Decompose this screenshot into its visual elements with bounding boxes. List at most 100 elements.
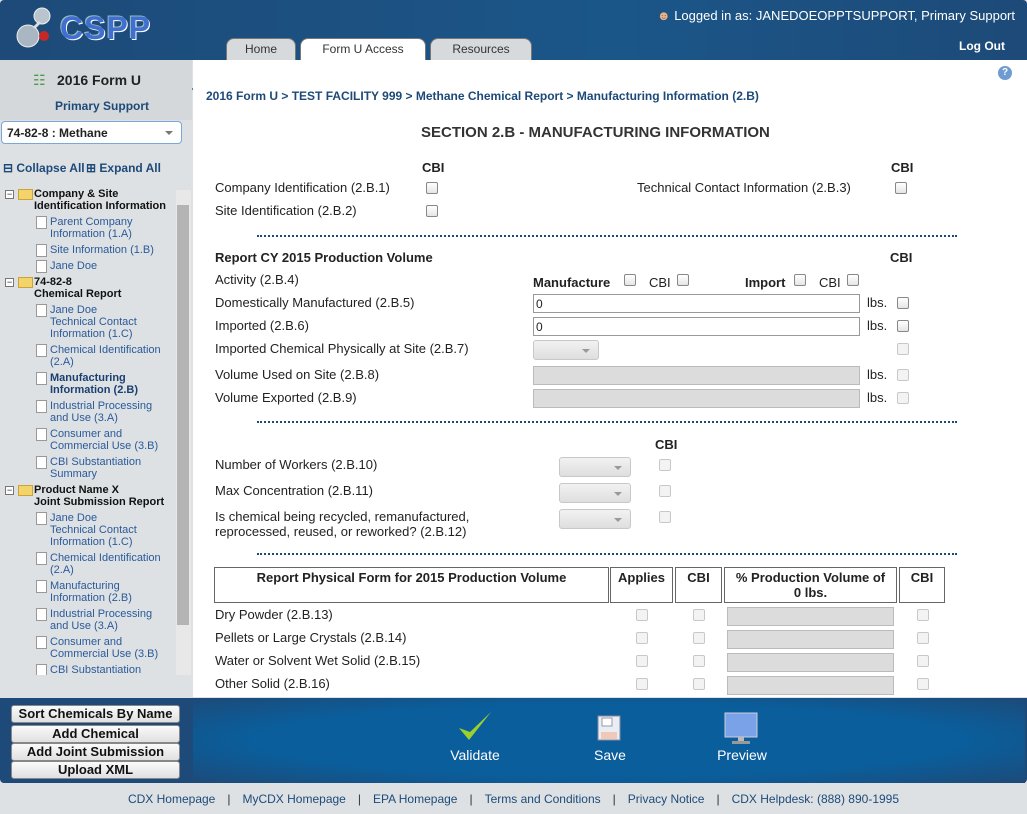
applies-checkbox[interactable]	[636, 678, 648, 690]
recycled-select[interactable]	[559, 509, 631, 529]
applies-checkbox[interactable]	[636, 655, 648, 667]
tree-folder[interactable]: Product Name X Joint Submission Report	[34, 484, 165, 508]
cbi-checkbox[interactable]	[693, 655, 705, 667]
collapse-node-icon[interactable]: −	[5, 277, 14, 287]
max-conc-cbi-checkbox[interactable]	[659, 485, 671, 497]
manufacture-label: Manufacture	[533, 275, 611, 290]
tree-item[interactable]: Manufacturing Information (2.B)	[50, 372, 138, 396]
scrollbar-thumb[interactable]	[177, 205, 189, 625]
company-id-cbi-checkbox[interactable]	[426, 182, 438, 194]
percent-volume-input[interactable]	[727, 676, 894, 695]
footer-link[interactable]: CDX Homepage	[127, 792, 216, 806]
imported-input[interactable]: 0	[533, 317, 860, 336]
workers-cbi-checkbox[interactable]	[659, 459, 671, 471]
vol-exported-cbi-checkbox[interactable]	[897, 392, 909, 404]
percent-volume-input[interactable]	[727, 607, 894, 626]
percent-cbi-checkbox[interactable]	[917, 609, 929, 621]
tree-folder[interactable]: Company & Site Identification Informatio…	[34, 188, 166, 212]
percent-cbi-checkbox[interactable]	[917, 655, 929, 667]
collapse-node-icon[interactable]: −	[5, 189, 14, 199]
tree-item[interactable]: Industrial Processing and Use (3.A)	[50, 400, 153, 424]
manufacture-checkbox[interactable]	[624, 274, 636, 286]
footer-link[interactable]: Terms and Conditions	[484, 792, 601, 806]
save-button[interactable]: Save	[580, 710, 640, 770]
logout-link[interactable]: Log Out	[959, 39, 1005, 53]
cbi-checkbox[interactable]	[693, 678, 705, 690]
divider	[257, 235, 957, 237]
document-icon	[36, 580, 47, 593]
site-id-cbi-checkbox[interactable]	[426, 205, 438, 217]
import-label: Import	[745, 275, 786, 290]
help-icon[interactable]: ?	[998, 66, 1012, 80]
imported-at-site-select[interactable]	[533, 340, 599, 360]
tab-form-u-access[interactable]: Form U Access	[300, 38, 426, 60]
footer-link[interactable]: MyCDX Homepage	[242, 792, 346, 806]
upload-xml-button[interactable]: Upload XML	[11, 761, 180, 779]
tech-contact-cbi-checkbox[interactable]	[895, 182, 907, 194]
cspp-logo-icon	[16, 7, 51, 48]
chevron-down-icon	[165, 131, 173, 139]
tree-item[interactable]: CBI Substantiation	[50, 664, 142, 675]
collapse-node-icon[interactable]: −	[5, 485, 14, 495]
company-id-label: Company Identification (2.B.1)	[215, 180, 390, 195]
vol-used-input[interactable]	[533, 366, 860, 385]
document-icon	[36, 244, 47, 257]
tree-item[interactable]: Jane Doe Technical Contact Information (…	[50, 512, 137, 548]
applies-checkbox[interactable]	[636, 632, 648, 644]
sort-chemicals-button[interactable]: Sort Chemicals By Name	[11, 705, 180, 723]
footer-link[interactable]: EPA Homepage	[372, 792, 458, 806]
validate-button[interactable]: Validate	[445, 710, 505, 770]
cbi-header: CBI	[655, 437, 678, 452]
tree-item[interactable]: Consumer and Commercial Use (3.B)	[50, 636, 159, 660]
cbi-checkbox[interactable]	[693, 609, 705, 621]
imported-at-site-cbi-checkbox[interactable]	[897, 343, 909, 355]
collapse-all-link[interactable]: ⊟ Collapse All	[3, 161, 85, 175]
tree-item[interactable]: Consumer and Commercial Use (3.B)	[50, 428, 159, 452]
imported-cbi-checkbox[interactable]	[897, 320, 909, 332]
tab-home[interactable]: Home	[226, 38, 296, 60]
import-checkbox[interactable]	[794, 274, 806, 286]
tab-resources[interactable]: Resources	[430, 38, 532, 60]
tree-item[interactable]: Parent Company Information (1.A)	[50, 216, 133, 240]
tree-item[interactable]: Site Information (1.B)	[50, 244, 154, 256]
chemical-select[interactable]: 74-82-8 : Methane	[1, 121, 182, 144]
tree-item[interactable]: Jane Doe Technical Contact Information (…	[50, 304, 137, 340]
separator: |	[612, 792, 616, 806]
percent-cbi-checkbox[interactable]	[917, 632, 929, 644]
import-cbi-checkbox[interactable]	[847, 274, 859, 286]
applies-checkbox[interactable]	[636, 609, 648, 621]
max-conc-select[interactable]	[559, 483, 631, 503]
tree-item[interactable]: CBI Substantiation Summary	[50, 456, 142, 480]
add-joint-submission-button[interactable]: Add Joint Submission	[11, 743, 180, 761]
tree-item[interactable]: Chemical Identification (2.A)	[50, 552, 161, 576]
separator: |	[469, 792, 473, 806]
dom-mfg-input[interactable]: 0	[533, 294, 860, 313]
tree-item[interactable]: Industrial Processing and Use (3.A)	[50, 608, 153, 632]
dom-mfg-cbi-checkbox[interactable]	[897, 297, 909, 309]
tree-item[interactable]: Manufacturing Information (2.B)	[50, 580, 132, 604]
cbi-checkbox[interactable]	[693, 632, 705, 644]
add-chemical-button[interactable]: Add Chemical	[11, 725, 180, 743]
manufacture-cbi-checkbox[interactable]	[677, 274, 689, 286]
logo[interactable]: CSPP	[60, 10, 152, 46]
percent-volume-input[interactable]	[727, 653, 894, 672]
tree-item[interactable]: Jane Doe	[50, 260, 98, 272]
recycled-cbi-checkbox[interactable]	[659, 511, 671, 523]
vol-exported-input[interactable]	[533, 389, 860, 408]
vol-used-cbi-checkbox[interactable]	[897, 369, 909, 381]
applies-header: Applies	[610, 567, 673, 603]
expand-all-link[interactable]: ⊞ Expand All	[86, 161, 161, 175]
max-conc-label: Max Concentration (2.B.11)	[215, 483, 373, 498]
workers-select[interactable]	[559, 457, 631, 477]
manufacture-cbi-label: CBI	[649, 275, 671, 290]
footer-link[interactable]: CDX Helpdesk: (888) 890-1995	[731, 792, 900, 806]
preview-button[interactable]: Preview	[710, 710, 774, 770]
percent-volume-input[interactable]	[727, 630, 894, 649]
tree-scrollbar[interactable]	[176, 190, 191, 675]
footer-link[interactable]: Privacy Notice	[627, 792, 705, 806]
tree-item[interactable]: Chemical Identification (2.A)	[50, 344, 161, 368]
percent-cbi-checkbox[interactable]	[917, 678, 929, 690]
workers-label: Number of Workers (2.B.10)	[215, 457, 378, 472]
tree-folder[interactable]: 74-82-8 Chemical Report	[34, 276, 122, 300]
production-heading: Report CY 2015 Production Volume	[215, 250, 433, 265]
